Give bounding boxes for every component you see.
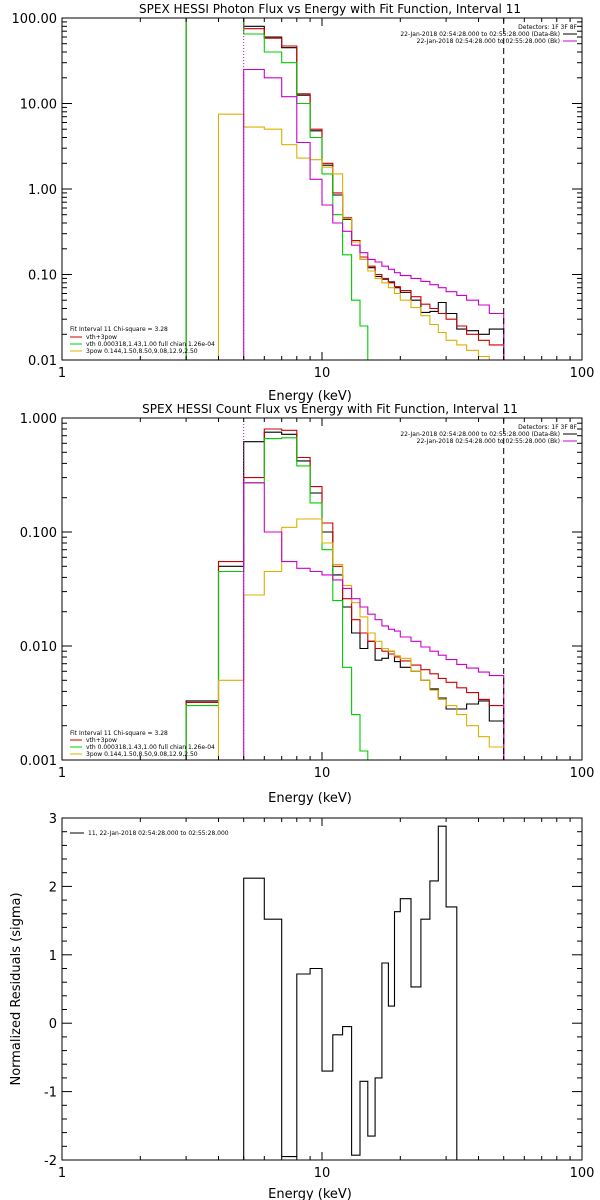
count-flux-y-tick-label: 0.001	[20, 754, 57, 769]
photon-flux-legend-vth-text: vth 0.000318,1.43,1.00 full chian 1.26e-…	[86, 341, 215, 348]
photon-flux-x-tick-label: 100	[570, 366, 595, 381]
residuals-y-tick-label: 2	[49, 880, 57, 895]
count-flux-series	[185, 428, 505, 760]
count-flux-y-tick-label: 1.000	[20, 412, 57, 427]
count-flux-title: SPEX HESSI Count Flux vs Energy with Fit…	[142, 402, 518, 416]
count-flux-series-4	[186, 482, 505, 760]
count-flux-series-0	[185, 431, 505, 760]
residuals-y-tick-label: 3	[49, 812, 57, 827]
photon-flux-y-tick-label: 0.10	[28, 269, 57, 284]
photon-flux-legend-bottom-left: Fit Interval 11 Chi-square = 3.28 vth+3p…	[70, 326, 215, 355]
count-flux-fit-range-lines	[243, 418, 505, 760]
residuals-legend-text: 11, 22-Jan-2018 02:54:28.000 to 02:55:28…	[88, 830, 229, 837]
residuals-ticks: 1 10 100 -2 -1 0 1 2 3	[44, 812, 594, 1181]
residuals-x-axis-label: Energy (keV)	[268, 1187, 352, 1200]
residuals-series-0	[243, 825, 458, 1160]
count-flux-x-axis-label: Energy (keV)	[268, 791, 352, 806]
count-flux-x-tick-label: 100	[570, 766, 595, 781]
residuals-x-tick-label: 10	[314, 1166, 331, 1181]
count-flux-ticks: 1 10 100 0.001 0.010 0.100 1.000	[20, 412, 595, 781]
photon-flux-x-axis-label: Energy (keV)	[268, 389, 352, 404]
count-flux-legend-bk-text: 22-Jan-2018 02:54:28.000 to 02:55:28.000…	[417, 438, 560, 445]
photon-flux-series	[185, 18, 505, 360]
count-flux-legend-bottom-left: Fit Interval 11 Chi-square = 3.28 vth+3p…	[70, 730, 215, 758]
residuals-x-tick-label: 100	[570, 1166, 595, 1181]
count-flux-legend-top-right: Detectors: 1F 3F 8F 22-Jan-2018 02:54:28…	[400, 424, 577, 445]
photon-flux-fit-info: Fit Interval 11 Chi-square = 3.28	[70, 326, 168, 333]
photon-flux-y-tick-label: 10.00	[20, 98, 57, 113]
count-flux-y-tick-label: 0.010	[20, 640, 57, 655]
photon-flux-x-tick-label: 10	[314, 366, 331, 381]
residuals-y-tick-label: -1	[44, 1086, 57, 1101]
count-flux-y-tick-label: 0.100	[20, 526, 57, 541]
photon-flux-panel: SPEX HESSI Photon Flux vs Energy with Fi…	[12, 2, 595, 404]
residuals-x-tick-label: 1	[58, 1166, 66, 1181]
residuals-y-tick-label: -2	[44, 1154, 57, 1169]
photon-flux-legend-vth3pow-text: vth+3pow	[86, 334, 117, 341]
count-flux-series-1	[185, 428, 505, 760]
count-flux-legend-data-text: 22-Jan-2018 02:54:28.000 to 02:55:28.000…	[400, 431, 560, 438]
count-flux-x-tick-label: 10	[314, 766, 331, 781]
photon-flux-series-3	[186, 113, 504, 360]
count-flux-series-3	[186, 518, 505, 760]
photon-flux-y-tick-label: 0.01	[28, 354, 57, 369]
count-flux-legend-3pow-text: 3pow 0.144,1.50,8.50,9.08,12.9,2.50	[86, 751, 198, 758]
count-flux-legend-vth3pow-text: vth+3pow	[86, 737, 117, 744]
residuals-panel: 1 10 100 -2 -1 0 1 2 3 Energy (keV) Normalized R…	[9, 812, 594, 1200]
residuals-y-axis-label: Normalized Residuals (sigma)	[9, 892, 24, 1085]
residuals-legend: 11, 22-Jan-2018 02:54:28.000 to 02:55:28…	[70, 830, 229, 837]
photon-flux-series-1	[185, 18, 505, 360]
count-flux-x-tick-label: 1	[58, 766, 66, 781]
photon-flux-ticks: 1 10 100 0.01 0.10 1.00 10.00 100.00	[12, 12, 595, 381]
photon-flux-fit-range-lines	[243, 18, 505, 360]
photon-flux-legend-3pow-text: 3pow 0.144,1.50,8.50,9.08,12.9,2.50	[86, 348, 198, 355]
count-flux-series-2	[185, 437, 504, 760]
residuals-series	[243, 825, 458, 1160]
photon-flux-title: SPEX HESSI Photon Flux vs Energy with Fi…	[139, 2, 521, 16]
photon-flux-x-tick-label: 1	[58, 366, 66, 381]
residuals-y-tick-label: 1	[49, 949, 57, 964]
photon-flux-legend-top-right: Detectors: 1F 3F 8F 22-Jan-2018 02:54:28…	[400, 24, 577, 45]
photon-flux-series-4	[186, 68, 505, 360]
count-flux-legend-vth-text: vth 0.000318,1.43,1.00 full chian 1.26e-…	[86, 744, 215, 751]
photon-flux-legend-bk-text: 22-Jan-2018 02:54:28.000 to 02:55:28.000…	[417, 38, 560, 45]
photon-flux-y-tick-label: 1.00	[28, 183, 57, 198]
residuals-y-tick-label: 0	[49, 1017, 57, 1032]
count-flux-fit-info: Fit Interval 11 Chi-square = 3.28	[70, 730, 168, 737]
photon-flux-y-tick-label: 100.00	[12, 12, 58, 27]
count-flux-detectors-label: Detectors: 1F 3F 8F	[518, 424, 577, 431]
photon-flux-legend-data-text: 22-Jan-2018 02:54:28.000 to 02:55:28.000…	[400, 31, 560, 38]
photon-flux-detectors-label: Detectors: 1F 3F 8F	[518, 24, 577, 31]
photon-flux-series-2	[185, 18, 504, 360]
count-flux-panel: SPEX HESSI Count Flux vs Energy with Fit…	[20, 402, 595, 806]
